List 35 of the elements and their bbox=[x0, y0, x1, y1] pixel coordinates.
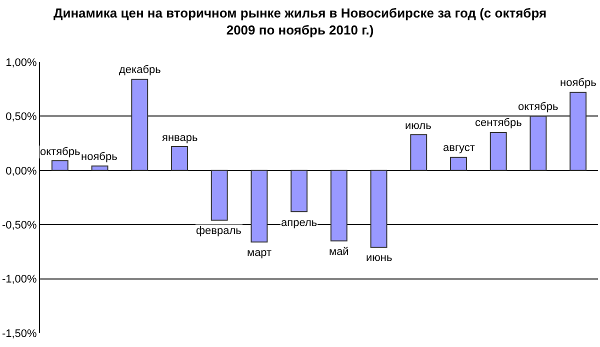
x-tick-label: март bbox=[247, 247, 272, 259]
y-tick-label: 0,00% bbox=[6, 165, 38, 178]
x-tick-label: ноябрь bbox=[81, 151, 118, 163]
bar bbox=[410, 134, 428, 171]
x-tick-label: июль bbox=[405, 120, 432, 132]
x-tick-label: ноябрь bbox=[560, 77, 597, 89]
bar bbox=[290, 170, 308, 212]
x-tick-label: октябрь bbox=[518, 101, 558, 113]
bar bbox=[450, 156, 467, 171]
y-tick-label: -0,50% bbox=[2, 219, 38, 232]
bar bbox=[490, 132, 507, 171]
bar bbox=[210, 170, 228, 221]
y-tick-label: -1,50% bbox=[2, 328, 38, 340]
bar bbox=[570, 92, 587, 171]
y-tick-label: 1,00% bbox=[6, 56, 38, 69]
y-tick-label: -1,00% bbox=[2, 274, 38, 286]
y-tick-label: 0,50% bbox=[6, 111, 38, 124]
x-tick-label: май bbox=[329, 246, 349, 258]
x-tick-label: август bbox=[443, 142, 475, 154]
bar bbox=[250, 170, 268, 242]
bar bbox=[370, 170, 388, 248]
bar bbox=[131, 78, 148, 171]
x-tick-label: декабрь bbox=[119, 64, 162, 76]
x-tick-label: февраль bbox=[196, 225, 242, 237]
chart-title: Динамика цен на вторичном рынке жилья в Новосибирске за год (с октября 2009 по ноябрь 2010 г.) bbox=[53, 5, 547, 38]
bar bbox=[171, 146, 188, 171]
x-tick-label: апрель bbox=[281, 217, 318, 229]
x-tick-label: январь bbox=[162, 132, 198, 144]
x-tick-label: октябрь bbox=[40, 146, 80, 158]
bar bbox=[330, 170, 348, 242]
x-tick-label: июнь bbox=[366, 252, 392, 264]
bar bbox=[51, 160, 68, 171]
bar bbox=[91, 166, 108, 171]
bar bbox=[530, 116, 547, 171]
x-tick-label: сентябрь bbox=[475, 117, 522, 129]
